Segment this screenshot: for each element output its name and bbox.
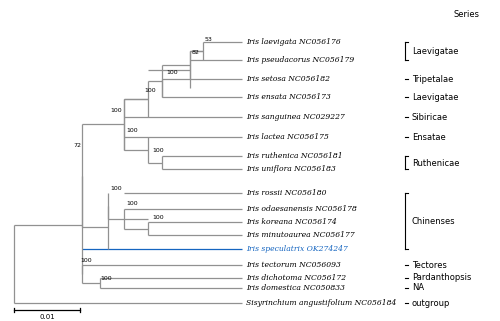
- Text: 100: 100: [126, 128, 138, 133]
- Text: Sisyrinchium angustifolium NC056184: Sisyrinchium angustifolium NC056184: [246, 299, 396, 307]
- Text: 100: 100: [100, 276, 112, 281]
- Text: Iris rossii NC056180: Iris rossii NC056180: [246, 189, 326, 197]
- Text: Tectores: Tectores: [412, 261, 447, 270]
- Text: Iris sanguinea NC029227: Iris sanguinea NC029227: [246, 113, 345, 121]
- Text: Iris ruthenica NC056181: Iris ruthenica NC056181: [246, 152, 342, 160]
- Text: outgroup: outgroup: [412, 299, 451, 308]
- Text: 100: 100: [152, 215, 164, 220]
- Text: Laevigatae: Laevigatae: [412, 47, 459, 56]
- Text: 100: 100: [110, 108, 122, 113]
- Text: Ensatae: Ensatae: [412, 133, 446, 142]
- Text: Ruthenicae: Ruthenicae: [412, 159, 460, 168]
- Text: 100: 100: [144, 88, 156, 93]
- Text: Iris pseudacorus NC056179: Iris pseudacorus NC056179: [246, 56, 354, 64]
- Text: 100: 100: [80, 258, 92, 263]
- Text: Iris ensata NC056173: Iris ensata NC056173: [246, 93, 331, 101]
- Text: Iris minutoaurea NC056177: Iris minutoaurea NC056177: [246, 231, 355, 239]
- Text: Sibiricae: Sibiricae: [412, 112, 448, 122]
- Text: Iris tectorum NC056093: Iris tectorum NC056093: [246, 261, 341, 269]
- Text: Laevigatae: Laevigatae: [412, 92, 459, 101]
- Text: Series: Series: [453, 10, 479, 19]
- Text: 72: 72: [73, 143, 81, 148]
- Text: 100: 100: [152, 148, 164, 153]
- Text: NA: NA: [412, 283, 424, 292]
- Text: Iris odaesanensis NC056178: Iris odaesanensis NC056178: [246, 205, 357, 213]
- Text: 82: 82: [192, 50, 200, 55]
- Text: 100: 100: [126, 201, 138, 206]
- Text: Iris domestica NC050833: Iris domestica NC050833: [246, 284, 345, 292]
- Text: Iris lactea NC056175: Iris lactea NC056175: [246, 133, 329, 141]
- Text: Iris laevigata NC056176: Iris laevigata NC056176: [246, 38, 341, 46]
- Text: Iris uniflora NC056183: Iris uniflora NC056183: [246, 165, 336, 173]
- Text: Chinenses: Chinenses: [412, 216, 456, 225]
- Text: Pardanthopsis: Pardanthopsis: [412, 273, 472, 282]
- Text: Iris setosa NC056182: Iris setosa NC056182: [246, 75, 330, 83]
- Text: 0.01: 0.01: [39, 314, 55, 320]
- Text: Iris speculatrix OK274247: Iris speculatrix OK274247: [246, 245, 348, 253]
- Text: Tripetalae: Tripetalae: [412, 74, 454, 83]
- Text: Iris dichotoma NC056172: Iris dichotoma NC056172: [246, 274, 346, 282]
- Text: Iris koreana NC056174: Iris koreana NC056174: [246, 218, 337, 226]
- Text: 100: 100: [166, 70, 177, 75]
- Text: 53: 53: [205, 37, 213, 42]
- Text: 100: 100: [110, 186, 122, 191]
